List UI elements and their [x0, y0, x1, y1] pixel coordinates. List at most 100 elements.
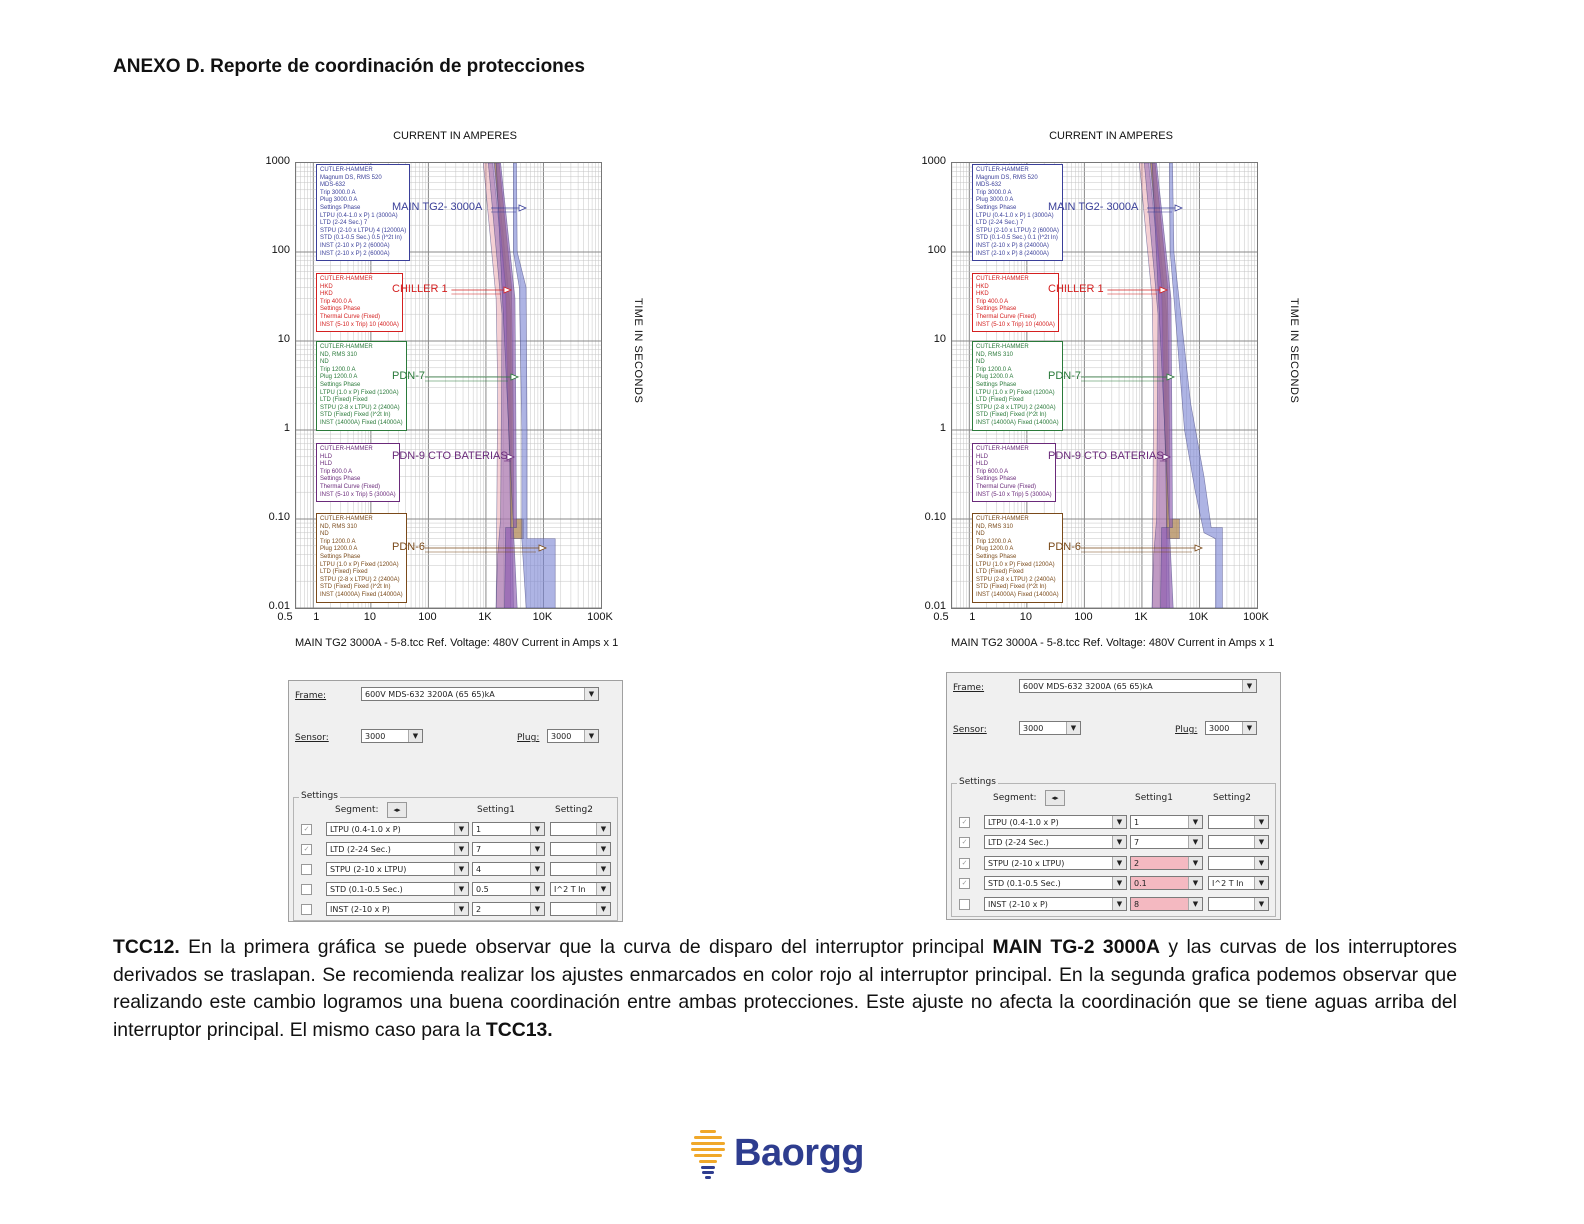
y-tick-label: 10: [933, 333, 946, 345]
segment-checkbox[interactable]: [301, 864, 312, 875]
setting2-select[interactable]: ▼: [550, 822, 611, 836]
dropdown-arrow-icon[interactable]: ▼: [1112, 816, 1126, 828]
setting2-select[interactable]: ▼: [1208, 855, 1269, 870]
setting2-select[interactable]: I^2 T In ▼: [550, 882, 611, 896]
dropdown-arrow-icon[interactable]: ▼: [1112, 897, 1126, 910]
dropdown-arrow-icon[interactable]: ▼: [530, 843, 544, 855]
segment-select[interactable]: LTPU (0.4-1.0 x P) ▼: [326, 822, 469, 836]
dropdown-arrow-icon[interactable]: ▼: [1188, 897, 1202, 910]
dropdown-arrow-icon[interactable]: ▼: [454, 883, 468, 895]
dropdown-arrow-icon[interactable]: ▼: [530, 883, 544, 895]
segment-spinner[interactable]: ◂▸: [387, 802, 407, 818]
legend-line: CUTLER-HAMMER: [320, 167, 373, 173]
legend-line: HLD: [976, 461, 989, 468]
dropdown-arrow-icon[interactable]: ▼: [596, 823, 610, 835]
segment-checkbox[interactable]: ✓: [959, 837, 970, 849]
dropdown-arrow-icon[interactable]: ▼: [1254, 816, 1268, 828]
setting2-select[interactable]: ▼: [550, 842, 611, 856]
segment-select[interactable]: STPU (2-10 x LTPU) ▼: [326, 862, 469, 876]
setting2-select[interactable]: ▼: [550, 902, 611, 916]
segment-checkbox[interactable]: ✓: [959, 817, 970, 828]
segment-checkbox[interactable]: ✓: [959, 857, 970, 869]
dropdown-arrow-icon[interactable]: ▼: [1066, 722, 1080, 734]
sensor-select[interactable]: 3000 ▼: [361, 729, 423, 743]
dropdown-arrow-icon[interactable]: ▼: [454, 903, 468, 915]
combo-value: LTPU (0.4-1.0 x P): [330, 825, 401, 834]
setting1-select[interactable]: 7 ▼: [472, 842, 545, 856]
setting2-select[interactable]: ▼: [1208, 835, 1269, 850]
setting1-select[interactable]: 0.1 ▼: [1130, 876, 1203, 891]
setting2-select[interactable]: ▼: [550, 862, 611, 876]
dropdown-arrow-icon[interactable]: ▼: [454, 823, 468, 835]
dropdown-arrow-icon[interactable]: ▼: [1112, 877, 1126, 890]
setting1-select[interactable]: 2 ▼: [472, 902, 545, 916]
dropdown-arrow-icon[interactable]: ▼: [1188, 816, 1202, 828]
dropdown-arrow-icon[interactable]: ▼: [596, 903, 610, 915]
setting1-select[interactable]: 1 ▼: [472, 822, 545, 836]
legend-box-4: CUTLER-HAMMER HLD HLD Trip 600.0 A Settings …: [972, 443, 1056, 503]
segment-checkbox[interactable]: [301, 884, 312, 895]
plug-select[interactable]: 3000 ▼: [547, 729, 599, 743]
segment-checkbox[interactable]: [959, 898, 970, 910]
segment-checkbox[interactable]: [301, 904, 312, 915]
setting1-select[interactable]: 8 ▼: [1130, 896, 1203, 911]
y-tick-label: 100: [927, 244, 946, 256]
legend-line: LTD (2-24 Sec.) 7: [976, 220, 1024, 227]
setting1-select[interactable]: 4 ▼: [472, 862, 545, 876]
dropdown-arrow-icon[interactable]: ▼: [1254, 836, 1268, 849]
dropdown-arrow-icon[interactable]: ▼: [1188, 836, 1202, 849]
sensor-select[interactable]: 3000 ▼: [1019, 721, 1081, 735]
dropdown-arrow-icon[interactable]: ▼: [1254, 877, 1268, 890]
dropdown-arrow-icon[interactable]: ▼: [530, 823, 544, 835]
segment-select[interactable]: LTD (2-24 Sec.) ▼: [326, 842, 469, 856]
dropdown-arrow-icon[interactable]: ▼: [1242, 680, 1256, 692]
combo-value: 2: [1134, 858, 1140, 868]
frame-select[interactable]: 600V MDS-632 3200A (65 65)kA ▼: [361, 687, 599, 701]
segment-select[interactable]: LTPU (0.4-1.0 x P) ▼: [984, 815, 1127, 829]
setting2-header: Setting2: [555, 805, 593, 815]
dropdown-arrow-icon[interactable]: ▼: [596, 843, 610, 855]
dropdown-arrow-icon[interactable]: ▼: [1112, 836, 1126, 849]
setting1-select[interactable]: 2 ▼: [1130, 855, 1203, 870]
segment-select[interactable]: STD (0.1-0.5 Sec.) ▼: [326, 882, 469, 896]
dropdown-arrow-icon[interactable]: ▼: [1254, 856, 1268, 869]
dropdown-arrow-icon[interactable]: ▼: [454, 843, 468, 855]
dropdown-arrow-icon[interactable]: ▼: [596, 883, 610, 895]
frame-select[interactable]: 600V MDS-632 3200A (65 65)kA ▼: [1019, 679, 1257, 693]
combo-value: 3000: [365, 732, 386, 741]
setting2-select[interactable]: ▼: [1208, 896, 1269, 911]
segment-spinner[interactable]: ◂▸: [1045, 790, 1065, 806]
dropdown-arrow-icon[interactable]: ▼: [1254, 897, 1268, 910]
segment-checkbox[interactable]: ✓: [301, 844, 312, 855]
dropdown-arrow-icon[interactable]: ▼: [1188, 877, 1202, 890]
combo-value: STD (0.1-0.5 Sec.): [330, 885, 403, 894]
page-heading: ANEXO D. Reporte de coordinación de prot…: [113, 56, 585, 77]
dropdown-arrow-icon[interactable]: ▼: [1112, 856, 1126, 869]
segment-select[interactable]: INST (2-10 x P) ▼: [984, 896, 1127, 911]
dropdown-arrow-icon[interactable]: ▼: [530, 863, 544, 875]
segment-select[interactable]: STPU (2-10 x LTPU) ▼: [984, 855, 1127, 870]
segment-checkbox[interactable]: ✓: [959, 878, 970, 890]
dropdown-arrow-icon[interactable]: ▼: [1242, 722, 1256, 734]
dropdown-arrow-icon[interactable]: ▼: [408, 730, 422, 742]
paragraph-text-1: En la primera gráfica se puede observar …: [179, 936, 993, 958]
dropdown-arrow-icon[interactable]: ▼: [454, 863, 468, 875]
legend-line: STD (0.1-0.5 Sec.) 0.1 (I^2t In): [976, 235, 1058, 242]
segment-select[interactable]: LTD (2-24 Sec.) ▼: [984, 835, 1127, 850]
segment-select[interactable]: STD (0.1-0.5 Sec.) ▼: [984, 876, 1127, 891]
setting1-select[interactable]: 1 ▼: [1130, 815, 1203, 829]
dropdown-arrow-icon[interactable]: ▼: [596, 863, 610, 875]
dropdown-arrow-icon[interactable]: ▼: [530, 903, 544, 915]
setting1-select[interactable]: 7 ▼: [1130, 835, 1203, 850]
y-tick-label: 1000: [265, 155, 290, 167]
plug-select[interactable]: 3000 ▼: [1205, 721, 1257, 735]
plug-label: Plug:: [1175, 725, 1198, 735]
dropdown-arrow-icon[interactable]: ▼: [1188, 856, 1202, 869]
segment-checkbox[interactable]: ✓: [301, 824, 312, 835]
setting2-select[interactable]: ▼: [1208, 815, 1269, 829]
setting2-select[interactable]: I^2 T In ▼: [1208, 876, 1269, 891]
segment-select[interactable]: INST (2-10 x P) ▼: [326, 902, 469, 916]
setting1-select[interactable]: 0.5 ▼: [472, 882, 545, 896]
dropdown-arrow-icon[interactable]: ▼: [584, 688, 598, 700]
dropdown-arrow-icon[interactable]: ▼: [584, 730, 598, 742]
